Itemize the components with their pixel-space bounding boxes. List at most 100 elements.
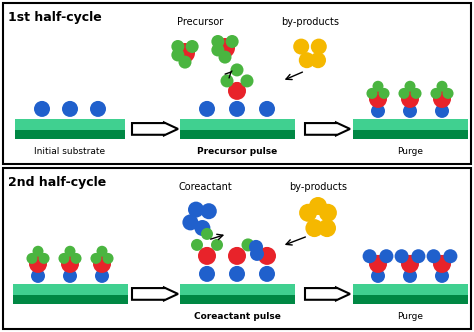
Text: Purge: Purge	[397, 147, 423, 156]
Circle shape	[311, 39, 327, 54]
Circle shape	[401, 255, 419, 273]
Circle shape	[182, 214, 199, 230]
Circle shape	[369, 90, 387, 108]
Circle shape	[403, 104, 417, 118]
Circle shape	[259, 101, 275, 117]
Polygon shape	[132, 123, 178, 135]
Circle shape	[215, 38, 235, 58]
Circle shape	[64, 246, 75, 257]
Circle shape	[363, 249, 377, 263]
Circle shape	[201, 203, 217, 219]
Bar	[353, 295, 468, 304]
Circle shape	[63, 269, 77, 283]
Circle shape	[219, 50, 231, 64]
Circle shape	[27, 253, 37, 264]
Circle shape	[194, 220, 210, 236]
Circle shape	[171, 48, 184, 61]
Circle shape	[299, 52, 315, 68]
Circle shape	[228, 82, 246, 100]
Circle shape	[433, 255, 451, 273]
Bar	[180, 119, 295, 130]
Circle shape	[31, 269, 45, 283]
Bar	[15, 130, 125, 139]
Circle shape	[258, 247, 276, 265]
Circle shape	[373, 81, 383, 92]
Circle shape	[318, 219, 336, 237]
Text: 2nd half-cycle: 2nd half-cycle	[8, 176, 106, 189]
Text: Precursor pulse: Precursor pulse	[197, 147, 277, 156]
Circle shape	[435, 104, 449, 118]
Circle shape	[410, 88, 421, 99]
Bar	[13, 295, 128, 304]
Circle shape	[226, 35, 238, 48]
Bar	[180, 295, 295, 304]
Circle shape	[211, 239, 223, 251]
Circle shape	[97, 246, 108, 257]
Circle shape	[34, 101, 50, 117]
Circle shape	[437, 81, 447, 92]
Circle shape	[201, 228, 213, 240]
Circle shape	[430, 88, 441, 99]
Circle shape	[220, 74, 234, 87]
Bar	[15, 119, 125, 130]
Circle shape	[211, 35, 224, 48]
Bar	[353, 284, 468, 295]
Circle shape	[399, 88, 410, 99]
Circle shape	[58, 253, 70, 264]
Text: by-products: by-products	[281, 17, 339, 27]
Circle shape	[443, 249, 457, 263]
Circle shape	[175, 43, 195, 63]
Circle shape	[198, 247, 216, 265]
Circle shape	[228, 247, 246, 265]
Polygon shape	[305, 123, 350, 135]
Circle shape	[433, 90, 451, 108]
Circle shape	[371, 269, 385, 283]
Circle shape	[443, 88, 454, 99]
Circle shape	[435, 269, 449, 283]
Bar	[180, 284, 295, 295]
Circle shape	[310, 52, 326, 68]
Bar	[3, 168, 471, 329]
Text: 1st half-cycle: 1st half-cycle	[8, 11, 102, 24]
Circle shape	[319, 204, 337, 222]
Polygon shape	[132, 288, 178, 300]
Circle shape	[229, 266, 245, 282]
Text: Coreactant: Coreactant	[178, 182, 232, 192]
Circle shape	[102, 253, 114, 264]
Circle shape	[427, 249, 441, 263]
Circle shape	[179, 55, 191, 69]
Bar	[13, 284, 128, 295]
Circle shape	[250, 247, 264, 261]
Circle shape	[171, 40, 184, 53]
Circle shape	[411, 249, 425, 263]
Circle shape	[38, 253, 50, 264]
Polygon shape	[305, 288, 350, 300]
Circle shape	[199, 266, 215, 282]
Text: Coreactant pulse: Coreactant pulse	[193, 312, 281, 321]
Circle shape	[33, 246, 44, 257]
Circle shape	[71, 253, 82, 264]
Circle shape	[211, 43, 224, 56]
Text: Initial substrate: Initial substrate	[35, 147, 106, 156]
Circle shape	[404, 81, 416, 92]
Bar	[3, 3, 471, 164]
Circle shape	[29, 255, 47, 273]
Text: Purge: Purge	[397, 312, 423, 321]
Circle shape	[293, 39, 309, 54]
Circle shape	[199, 101, 215, 117]
Circle shape	[371, 104, 385, 118]
Circle shape	[229, 101, 245, 117]
Circle shape	[259, 266, 275, 282]
Circle shape	[91, 253, 101, 264]
Circle shape	[401, 90, 419, 108]
Bar	[353, 119, 468, 130]
Circle shape	[230, 63, 244, 76]
Circle shape	[240, 74, 254, 87]
Circle shape	[379, 249, 393, 263]
Circle shape	[305, 219, 323, 237]
Circle shape	[249, 240, 263, 254]
Circle shape	[299, 204, 317, 222]
Circle shape	[188, 202, 204, 217]
Circle shape	[403, 269, 417, 283]
Bar	[353, 130, 468, 139]
